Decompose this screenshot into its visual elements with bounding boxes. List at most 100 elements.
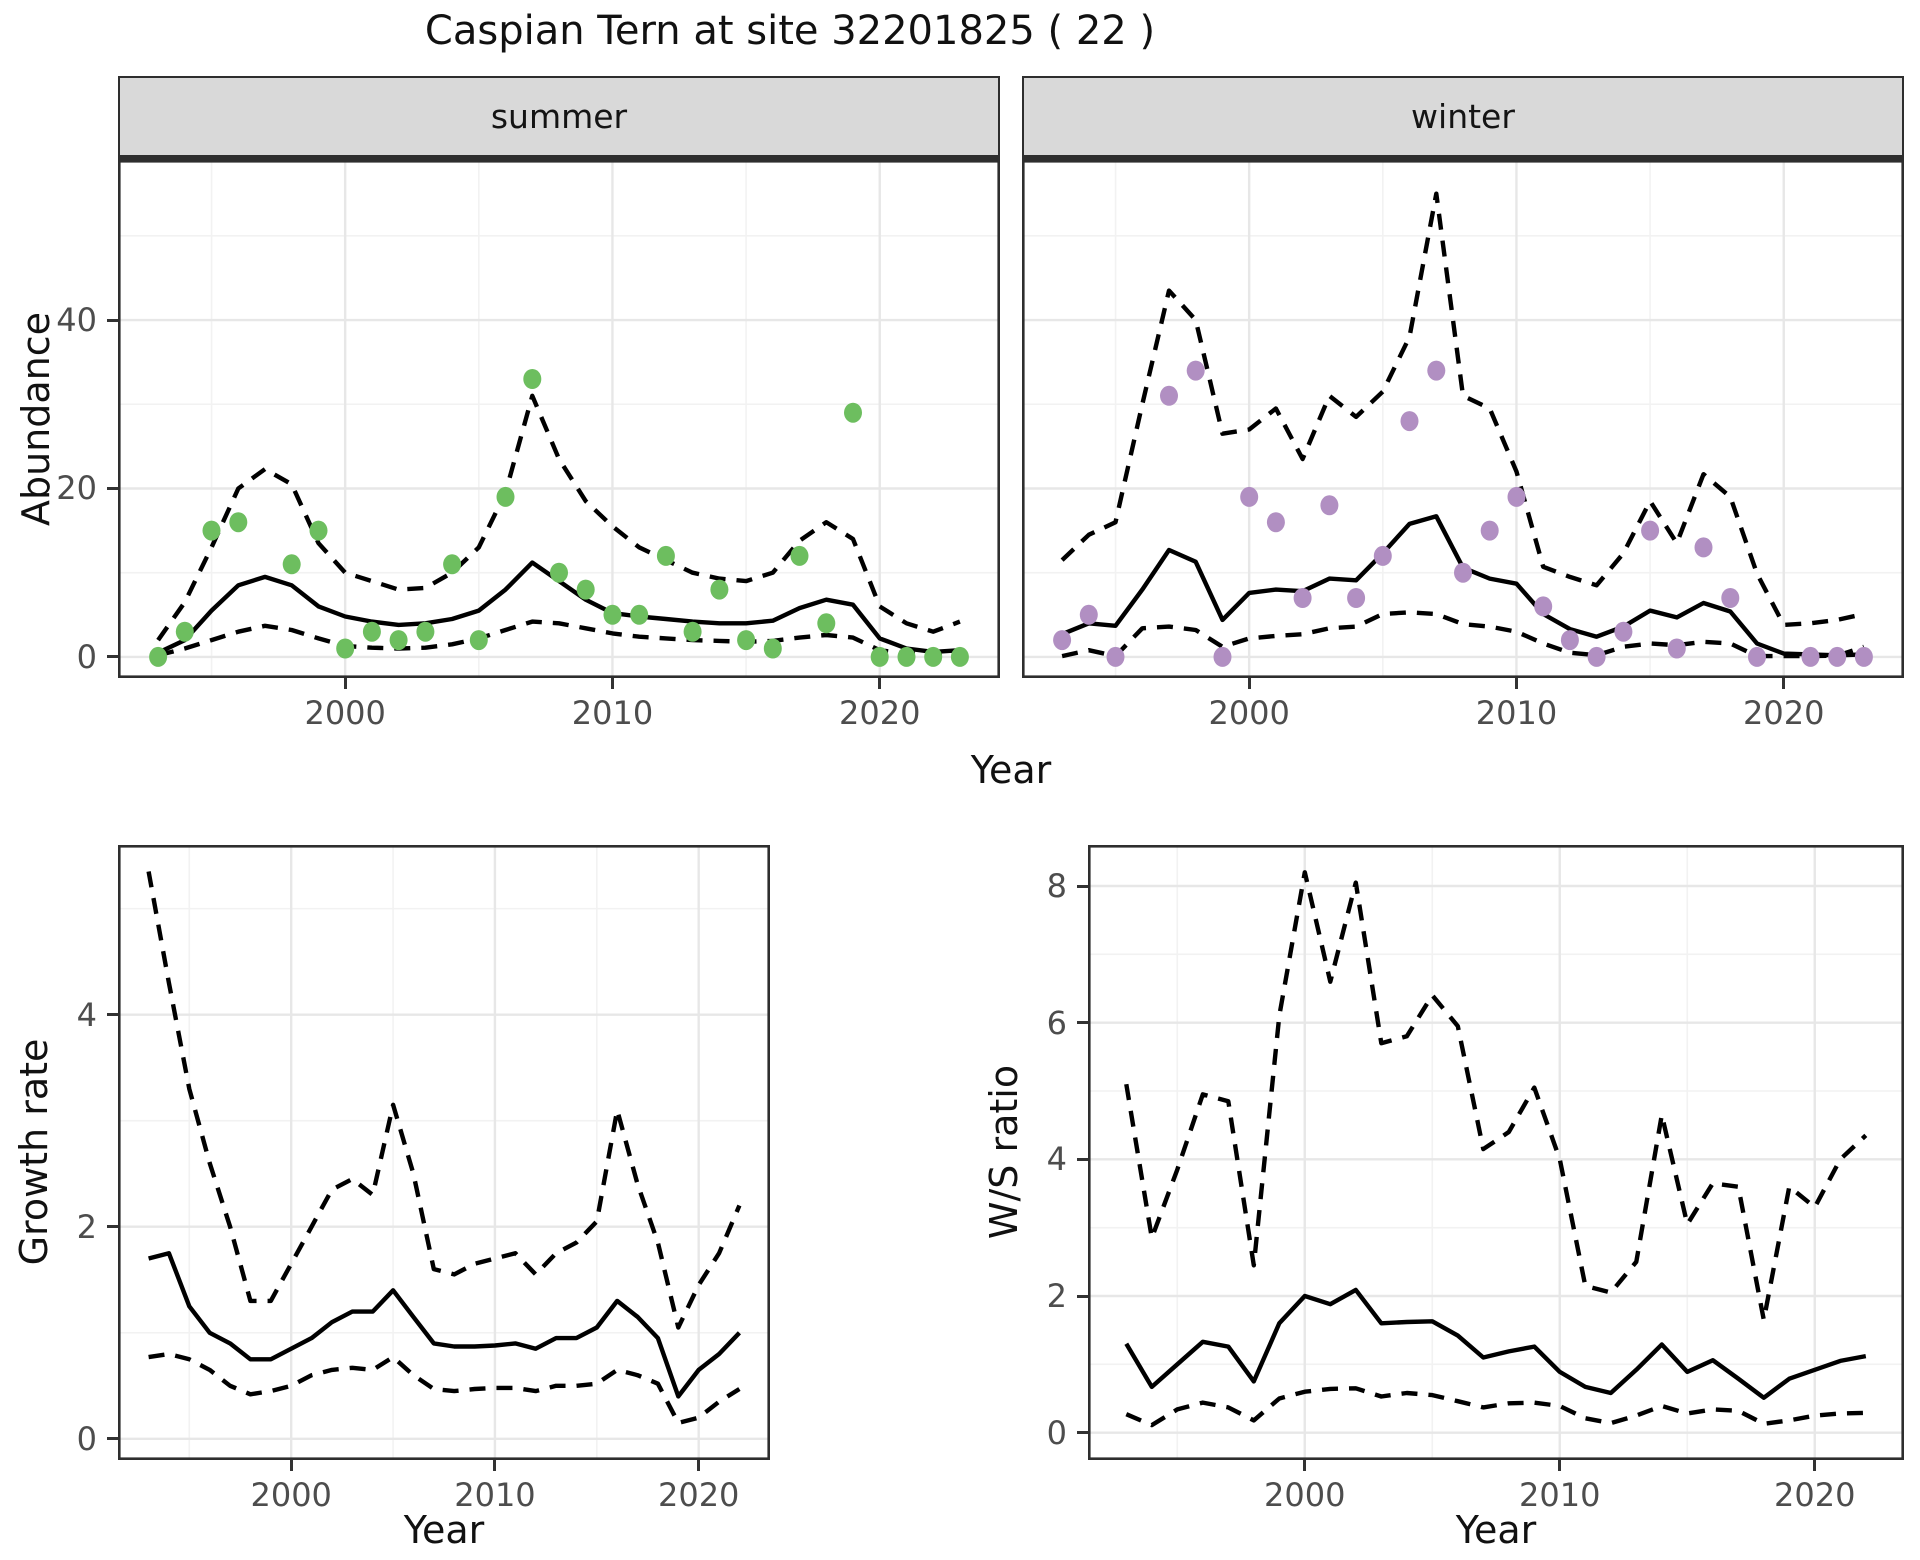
x-tick-mark (610, 678, 614, 689)
observation-dot (362, 621, 381, 642)
observation-dot (1587, 646, 1606, 667)
observation-dot (1373, 545, 1392, 566)
observation-dot (389, 630, 408, 651)
x-tick-label: 2020 (1743, 694, 1825, 732)
observation-dot (496, 486, 515, 507)
upper-ci-line (156, 393, 961, 642)
observation-dot (1079, 604, 1098, 625)
y-tick-mark (107, 486, 118, 490)
x-tick-mark (697, 1460, 701, 1471)
observation-dot (950, 646, 969, 667)
observation-dot (1534, 596, 1553, 617)
facet-strip-winter: winter (1022, 76, 1904, 160)
upper-ci-line (146, 871, 742, 1330)
x-tick-label: 2020 (657, 1476, 740, 1514)
summer-abundance-panel (118, 160, 1000, 678)
panel-border (1022, 160, 1904, 678)
y-tick-mark (1077, 1157, 1088, 1161)
observation-dot (1427, 360, 1446, 381)
y-tick-label: 0 (1046, 1413, 1067, 1452)
observation-dot (683, 621, 702, 642)
mean-line (1124, 1287, 1867, 1400)
observation-dot (1480, 520, 1499, 541)
observation-dot (897, 646, 916, 667)
observation-dot (309, 520, 328, 541)
observation-dot (1694, 537, 1713, 558)
x-tick-mark (878, 678, 882, 689)
facet-strip-winter-label: winter (1411, 97, 1515, 136)
observation-dot (1347, 588, 1366, 608)
observation-dot (710, 579, 729, 600)
y-tick-label: 0 (76, 637, 97, 676)
lower-ci-line (1061, 610, 1865, 659)
observation-dot (469, 630, 488, 651)
x-tick-label: 2000 (1208, 694, 1290, 732)
y-tick-label: 8 (1046, 867, 1067, 905)
observation-dot (1186, 360, 1205, 381)
observation-dot (1748, 646, 1766, 667)
x-tick-label: 2010 (1475, 694, 1558, 732)
observation-dot (1240, 486, 1259, 507)
observation-dot (1213, 646, 1232, 667)
observation-dot (870, 646, 889, 667)
facet-strip-summer-label: summer (490, 97, 628, 136)
y-tick-mark (107, 1225, 118, 1229)
observation-dot (1400, 411, 1419, 432)
observation-dot (576, 579, 595, 600)
plot-title: Caspian Tern at site 32201825 ( 22 ) (424, 8, 1156, 54)
observation-dot (603, 604, 622, 625)
y-tick-label: 4 (1046, 1140, 1067, 1179)
panel-border (118, 160, 1000, 678)
observation-dot (924, 646, 943, 667)
observation-dot (1160, 385, 1178, 406)
x-tick-label: 2020 (839, 694, 921, 732)
panel-border (1088, 845, 1904, 1460)
observation-dot (1854, 646, 1873, 667)
observation-dot (550, 562, 568, 583)
observation-dot (817, 613, 836, 634)
observation-dot (844, 402, 862, 423)
observation-dot (1454, 562, 1472, 583)
growth-rate-x-axis-title: Year (403, 1508, 485, 1552)
observation-dot (1614, 621, 1633, 642)
observation-dot (416, 621, 435, 642)
abundance-x-axis-title: Year (970, 748, 1052, 792)
x-tick-mark (493, 1460, 497, 1471)
lower-ci-line (1125, 1386, 1866, 1428)
x-tick-label: 2010 (1519, 1476, 1601, 1514)
observation-dot (175, 621, 194, 642)
observation-dot (149, 646, 168, 667)
mean-line (148, 1251, 741, 1399)
y-tick-mark (107, 1013, 118, 1017)
x-tick-mark (289, 1460, 293, 1471)
observation-dot (763, 638, 782, 659)
observation-dot (523, 369, 542, 389)
observation-dot (202, 520, 221, 541)
observation-dot (282, 554, 301, 575)
observation-dot (1667, 638, 1686, 659)
upper-ci-line (1060, 191, 1865, 628)
y-tick-mark (1077, 1431, 1088, 1435)
y-tick-mark (107, 318, 118, 322)
growth-rate-panel (118, 845, 770, 1460)
y-tick-label: 20 (56, 469, 97, 508)
x-tick-mark (1514, 678, 1518, 689)
y-tick-label: 2 (1046, 1277, 1067, 1315)
y-tick-label: 0 (76, 1419, 97, 1458)
observation-dot (1106, 646, 1125, 667)
x-tick-label: 2000 (1264, 1476, 1346, 1514)
ws-ratio-panel (1088, 845, 1904, 1460)
observation-dot (1828, 646, 1847, 667)
y-tick-mark (1077, 1294, 1088, 1298)
x-tick-label: 2010 (571, 694, 654, 732)
observation-dot (630, 604, 649, 625)
observation-dot (1721, 588, 1740, 608)
x-tick-mark (1813, 1460, 1817, 1471)
y-tick-label: 2 (76, 1207, 97, 1246)
observation-dot (656, 545, 675, 566)
x-tick-mark (1247, 678, 1251, 689)
x-tick-mark (343, 678, 347, 689)
observation-dot (336, 638, 355, 659)
observation-dot (1320, 495, 1339, 516)
